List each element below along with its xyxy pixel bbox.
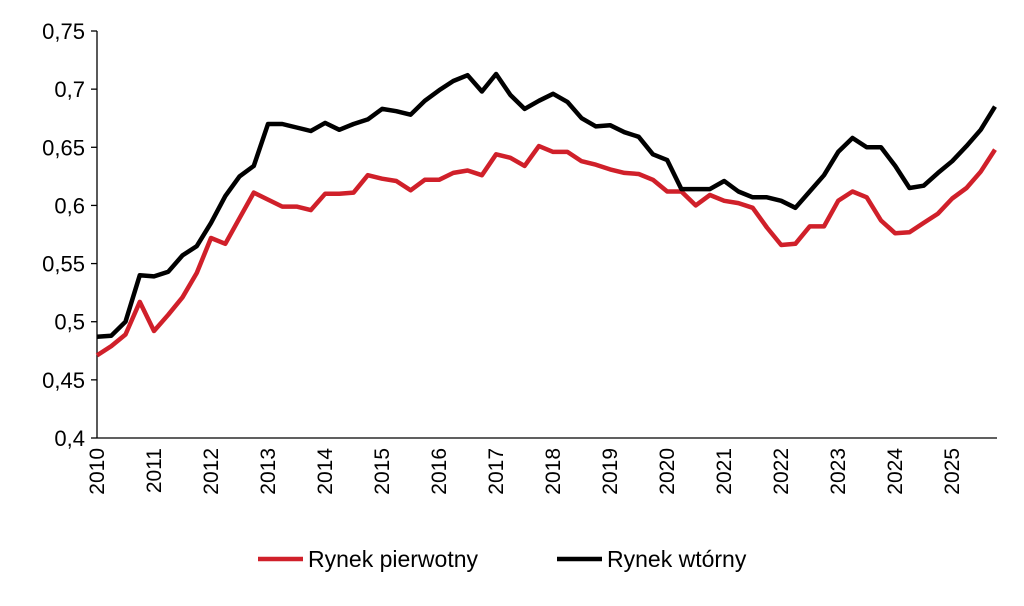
x-axis: 2010 2011 2012 2013 2014 2015 2016 2017 2018 2019… bbox=[86, 437, 997, 495]
x-tick-label: 2023 bbox=[827, 448, 850, 495]
y-tick-label: 0,65 bbox=[42, 135, 85, 160]
x-tick-label: 2025 bbox=[941, 448, 964, 495]
x-tick-label: 2014 bbox=[314, 448, 337, 495]
y-tick-label: 0,6 bbox=[54, 193, 85, 218]
legend-label: Rynek wtórny bbox=[607, 546, 747, 572]
y-tick-label: 0,4 bbox=[54, 426, 85, 451]
x-tick-label: 2010 bbox=[86, 448, 109, 495]
x-tick-label: 2019 bbox=[599, 448, 622, 495]
y-tick-label: 0,45 bbox=[42, 368, 85, 393]
series-line-rynek-wtorny bbox=[96, 71, 997, 340]
x-tick-label: 2021 bbox=[713, 448, 736, 495]
x-tick-label: 2022 bbox=[770, 448, 793, 495]
x-tick-label: 2012 bbox=[200, 448, 223, 495]
x-tick-label: 2024 bbox=[884, 448, 907, 495]
legend: Rynek pierwotny Rynek wtórny bbox=[258, 546, 747, 572]
y-tick-label: 0,5 bbox=[54, 310, 85, 335]
x-tick-label: 2016 bbox=[428, 448, 451, 495]
x-tick-label: 2018 bbox=[542, 448, 565, 495]
x-tick-label: 2017 bbox=[485, 448, 508, 495]
y-axis: 0,4 0,45 0,5 0,55 0,6 0,65 0,7 0,75 bbox=[42, 19, 98, 451]
y-tick-label: 0,7 bbox=[54, 77, 85, 102]
legend-label: Rynek pierwotny bbox=[308, 546, 479, 572]
x-tick-label: 2011 bbox=[143, 448, 166, 493]
plot-lines bbox=[95, 71, 997, 358]
x-tick-label: 2013 bbox=[257, 448, 280, 495]
y-tick-label: 0,55 bbox=[42, 252, 85, 277]
y-tick-label: 0,75 bbox=[42, 19, 85, 44]
x-tick-label: 2020 bbox=[656, 448, 679, 495]
series-line-rynek-pierwotny bbox=[95, 143, 997, 358]
x-tick-label: 2015 bbox=[371, 448, 394, 495]
